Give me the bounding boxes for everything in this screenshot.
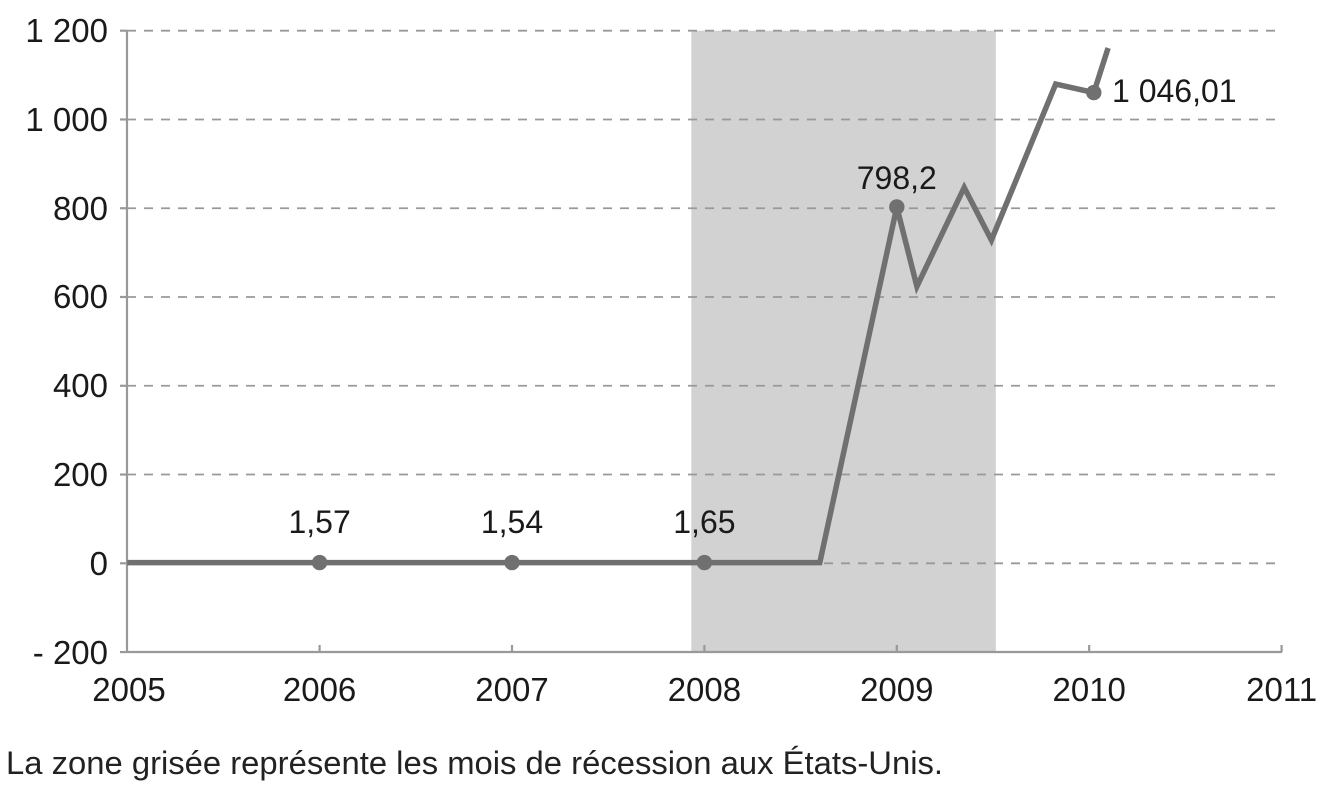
svg-text:600: 600 — [53, 278, 108, 315]
svg-text:0: 0 — [90, 545, 108, 582]
svg-text:2010: 2010 — [1052, 671, 1125, 708]
svg-text:1,65: 1,65 — [673, 504, 735, 540]
svg-text:1 046,01: 1 046,01 — [1112, 73, 1237, 109]
svg-text:1 200: 1 200 — [25, 12, 108, 49]
svg-text:2005: 2005 — [92, 671, 165, 708]
svg-text:2011: 2011 — [1246, 671, 1317, 708]
svg-text:2008: 2008 — [668, 671, 741, 708]
svg-text:1 000: 1 000 — [25, 101, 108, 138]
svg-text:2007: 2007 — [475, 671, 548, 708]
svg-text:- 200: - 200 — [33, 634, 108, 671]
svg-text:200: 200 — [53, 456, 108, 493]
svg-text:400: 400 — [53, 367, 108, 404]
svg-text:800: 800 — [53, 190, 108, 227]
svg-text:2009: 2009 — [860, 671, 933, 708]
svg-text:798,2: 798,2 — [857, 160, 937, 196]
svg-text:2006: 2006 — [283, 671, 356, 708]
svg-text:1,54: 1,54 — [481, 504, 543, 540]
svg-text:1,57: 1,57 — [288, 504, 350, 540]
